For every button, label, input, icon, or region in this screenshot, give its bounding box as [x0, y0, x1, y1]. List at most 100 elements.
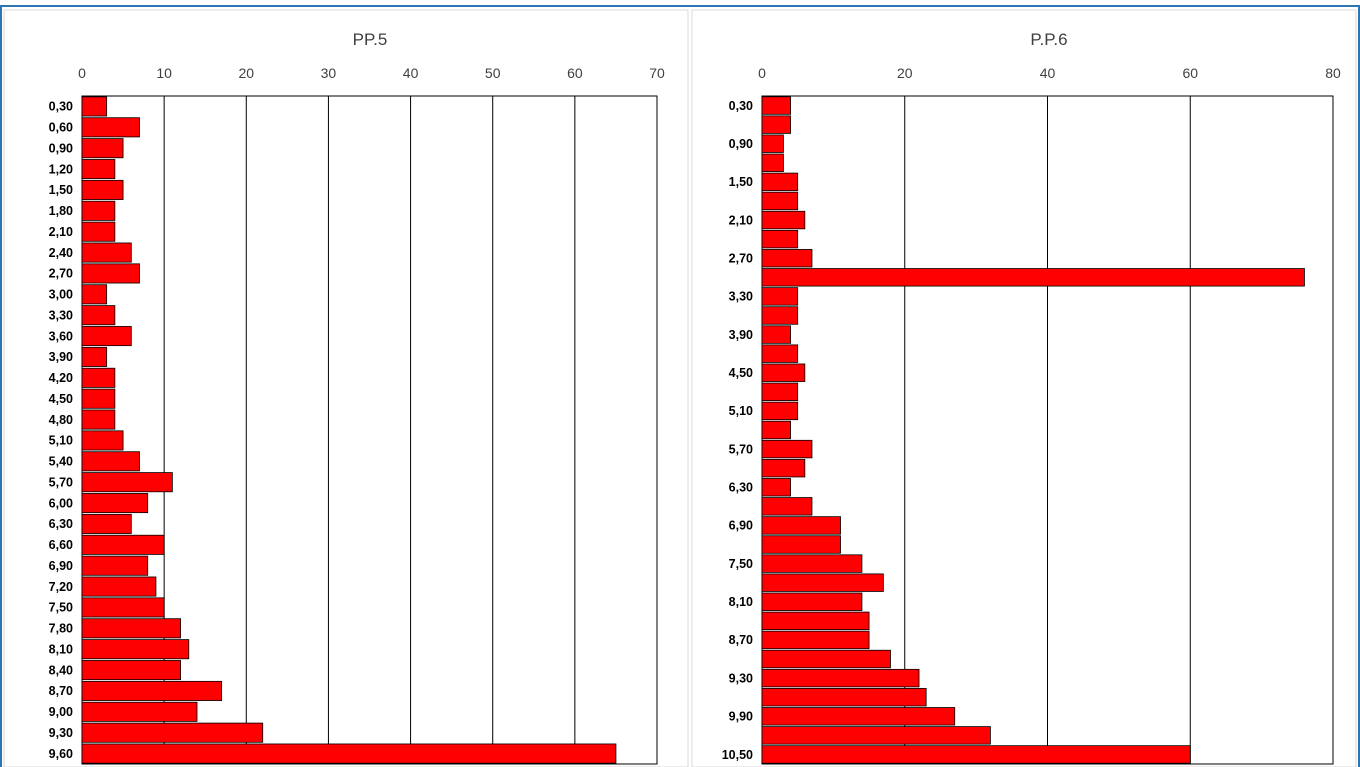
bar — [761, 249, 813, 268]
bars — [761, 96, 1305, 764]
y-tick-label: 2,70 — [729, 252, 753, 266]
y-tick-label: 6,00 — [49, 496, 73, 510]
y-tick-label: 4,80 — [49, 413, 73, 427]
y-tick-label: 8,10 — [49, 642, 73, 656]
y-tick-label: 8,70 — [729, 633, 753, 647]
bar — [761, 191, 799, 211]
bar — [81, 179, 124, 200]
bar — [761, 649, 891, 669]
bar — [81, 96, 108, 117]
bar — [81, 430, 124, 451]
bar — [81, 451, 140, 472]
y-tick-label: 8,40 — [49, 663, 73, 677]
bar — [761, 268, 1305, 287]
bar — [81, 660, 181, 681]
y-tick-label: 2,10 — [49, 225, 73, 239]
x-tick-label: 40 — [403, 65, 419, 81]
y-tick-label: 7,20 — [49, 580, 73, 594]
y-tick-label: 6,30 — [729, 481, 753, 495]
y-tick-label: 5,70 — [729, 442, 753, 456]
x-tick-label: 0 — [758, 65, 766, 81]
y-tick-label: 9,30 — [729, 671, 753, 685]
y-tick-label: 6,30 — [49, 517, 73, 531]
bars — [81, 96, 617, 764]
bar — [761, 115, 791, 134]
y-tick-label: 3,30 — [49, 308, 73, 322]
bar — [81, 284, 108, 305]
bar — [81, 493, 149, 514]
bar — [81, 388, 116, 409]
y-tick-label: 7,50 — [49, 601, 73, 615]
y-tick-label: 0,90 — [729, 137, 753, 151]
bar — [761, 458, 806, 478]
y-tick-label: 4,20 — [49, 371, 73, 385]
y-tick-label: 3,30 — [729, 290, 753, 304]
y-tick-label: 6,90 — [729, 519, 753, 533]
chart-title: PP.5 — [353, 30, 388, 49]
y-tick-label: 0,30 — [49, 100, 73, 114]
y-tick-label: 6,60 — [49, 538, 73, 552]
bar — [81, 680, 223, 701]
bar — [81, 743, 617, 764]
bar — [761, 439, 813, 459]
bar — [761, 306, 799, 325]
bar — [81, 513, 132, 534]
bar — [81, 117, 140, 138]
x-tick-label: 60 — [567, 65, 583, 81]
y-tick-label: 1,50 — [729, 175, 753, 189]
bar — [81, 367, 116, 388]
y-tick-label: 2,70 — [49, 267, 73, 281]
bar — [81, 701, 198, 722]
y-tick-label: 9,30 — [49, 726, 73, 740]
bar — [81, 159, 116, 180]
bar — [761, 172, 799, 192]
y-tick-label: 4,50 — [729, 366, 753, 380]
y-tick-label: 3,90 — [49, 350, 73, 364]
bar — [761, 287, 799, 306]
bar — [761, 592, 863, 611]
bar — [81, 409, 116, 430]
bar — [761, 325, 791, 344]
y-tick-label: 3,00 — [49, 288, 73, 302]
y-tick-label: 9,60 — [49, 747, 73, 761]
bar — [761, 630, 870, 650]
y-tick-label: 1,80 — [49, 204, 73, 218]
bar — [761, 229, 799, 249]
y-tick-label: 6,90 — [49, 559, 73, 573]
y-tick-label: 3,60 — [49, 329, 73, 343]
bar — [761, 554, 863, 573]
y-tick-label: 9,00 — [49, 705, 73, 719]
x-tick-label: 80 — [1325, 65, 1341, 81]
bar — [761, 210, 806, 230]
bar — [761, 497, 813, 516]
y-tick-label: 0,60 — [49, 121, 73, 135]
bar — [761, 688, 927, 707]
chart-title: P.P.6 — [1030, 30, 1067, 49]
y-tick-label: 10,50 — [722, 748, 753, 762]
bar — [761, 382, 799, 402]
y-tick-label: 1,20 — [49, 162, 73, 176]
x-tick-label: 70 — [649, 65, 665, 81]
x-tick-labels: 0 20 40 60 80 — [758, 65, 1341, 81]
x-tick-label: 0 — [78, 65, 86, 81]
bar — [761, 745, 1191, 764]
bar — [81, 639, 190, 660]
chart-pp5: PP.5 0 10 20 30 40 50 60 70 0,30 0,60 0,90 1,20 1,5… — [49, 30, 665, 765]
gridlines — [81, 95, 658, 765]
bar — [81, 346, 108, 367]
y-tick-label: 8,70 — [49, 684, 73, 698]
bar — [81, 326, 132, 347]
x-tick-labels: 0 10 20 30 40 50 60 70 — [78, 65, 665, 81]
bar — [761, 96, 791, 115]
plot-area-border — [81, 95, 658, 765]
y-tick-label: 5,40 — [49, 455, 73, 469]
bar — [761, 134, 784, 153]
bar — [761, 344, 799, 363]
bar — [81, 472, 173, 493]
outer-frame — [0, 5, 1360, 767]
bar — [761, 153, 784, 172]
bar — [81, 200, 116, 221]
bar — [761, 401, 799, 421]
y-tick-label: 5,70 — [49, 475, 73, 489]
